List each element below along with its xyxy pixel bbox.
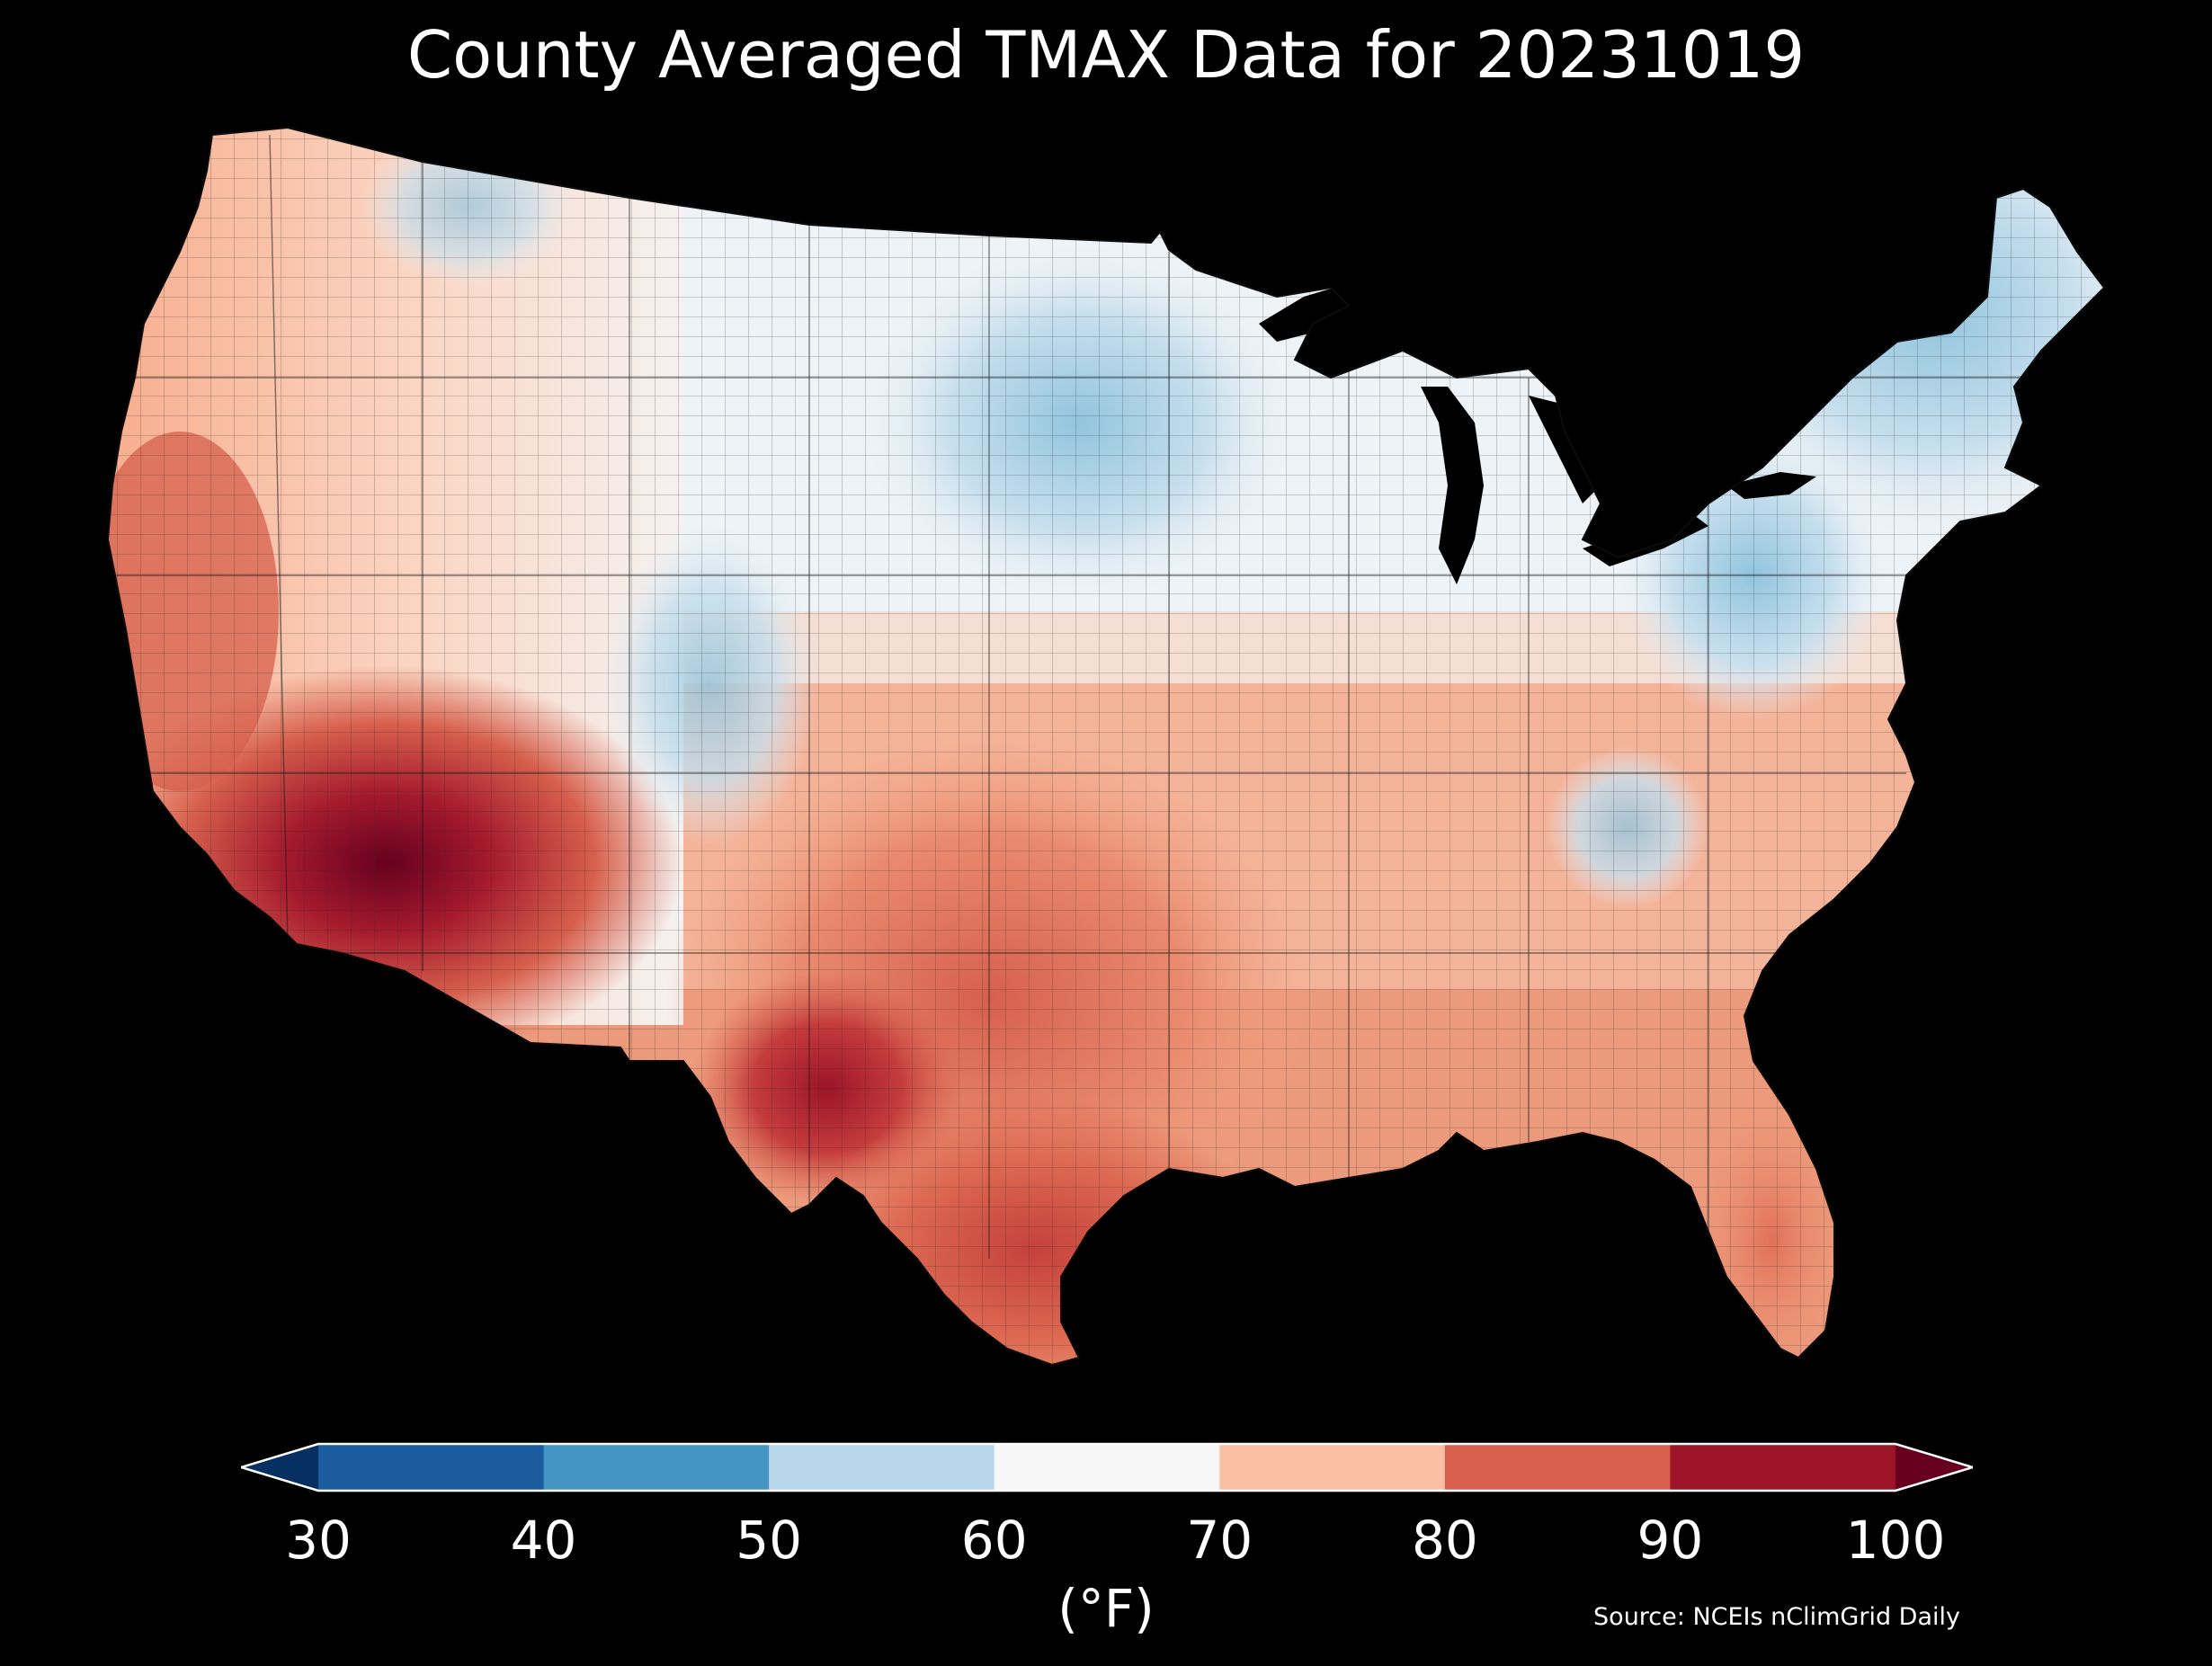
colorbar-segments — [241, 1444, 1973, 1491]
colorbar-tick-label: 30 — [285, 1510, 352, 1571]
colorbar-tick-label: 80 — [1411, 1510, 1478, 1571]
colorbar-segment — [994, 1444, 1220, 1491]
colorbar-segment — [1444, 1444, 1671, 1491]
colorbar-tick-label: 40 — [510, 1510, 577, 1571]
colorbar-segment — [1670, 1444, 1896, 1491]
colorbar-units-label: (°F) — [1057, 1578, 1155, 1639]
colorbar-tick-label: 50 — [736, 1510, 803, 1571]
colorbar-tick-label: 90 — [1637, 1510, 1704, 1571]
colorbar-extend-low — [241, 1444, 318, 1491]
source-credit: Source: NCEIs nClimGrid Daily — [1593, 1603, 1960, 1631]
colorbar-extend-high — [1895, 1444, 1973, 1491]
colorbar-tick-label: 60 — [960, 1510, 1028, 1571]
colorbar — [241, 1442, 1973, 1492]
map-title: County Averaged TMAX Data for 20231019 — [406, 17, 1806, 93]
colorbar-segment — [769, 1444, 995, 1491]
colorbar-segment — [1219, 1444, 1446, 1491]
map-fill-layer — [108, 128, 2104, 1365]
colorbar-tick-label: 70 — [1186, 1510, 1253, 1571]
colorbar-segment — [543, 1444, 770, 1491]
us-county-tmax-map — [107, 127, 2105, 1366]
colorbar-tick-label: 100 — [1845, 1510, 1946, 1571]
colorbar-segment — [318, 1444, 545, 1491]
